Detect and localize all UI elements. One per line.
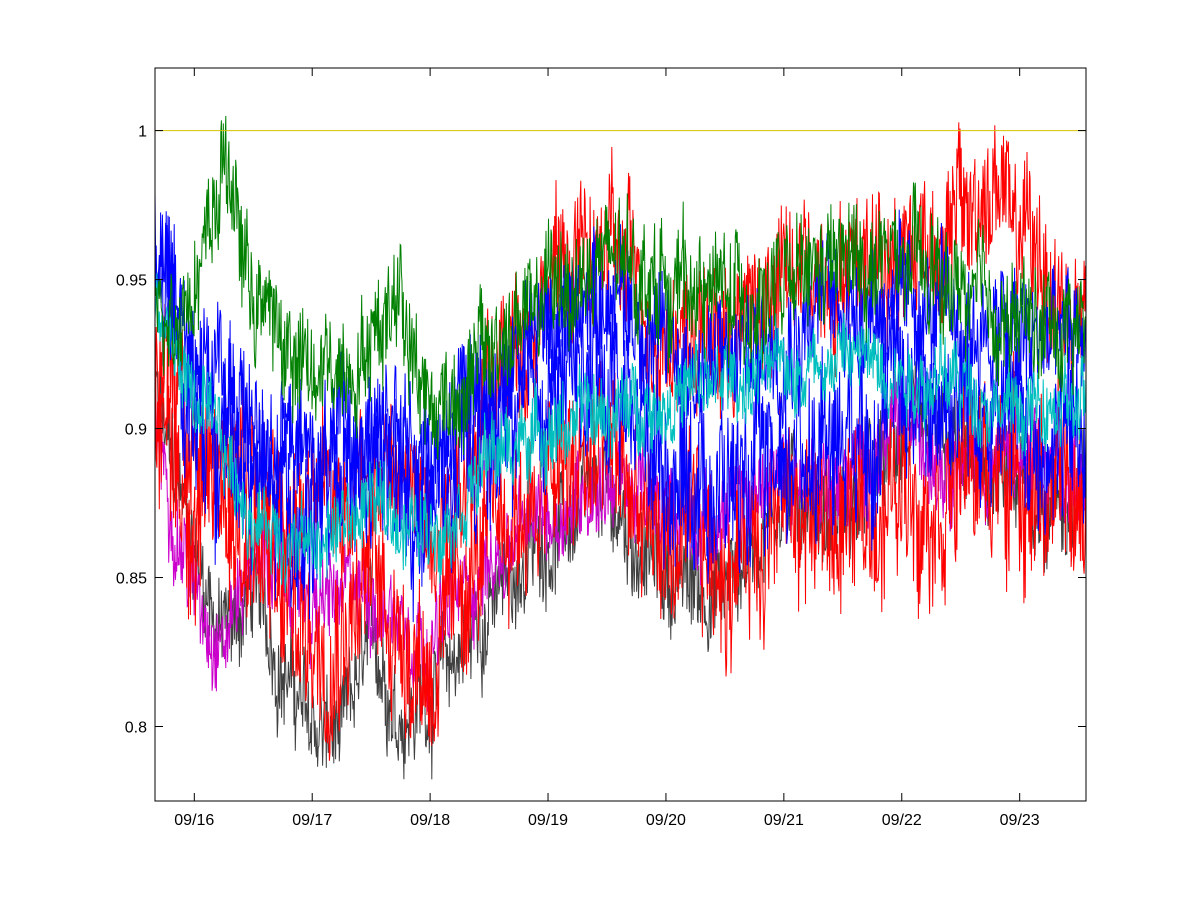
y-tick-label-5: 1 bbox=[138, 124, 147, 141]
x-tick-label-3: 09/18 bbox=[410, 812, 450, 829]
y-tick-label-2: 0.85 bbox=[116, 571, 147, 588]
series-line-3 bbox=[154, 336, 1087, 761]
y-tick-label-4: 0.95 bbox=[116, 273, 147, 290]
series-layer bbox=[154, 115, 1087, 780]
x-tick-label-4: 09/19 bbox=[528, 812, 568, 829]
axes-frame bbox=[154, 67, 1087, 802]
x-tick-label-1: 09/16 bbox=[174, 812, 214, 829]
x-tick-label-5: 09/20 bbox=[646, 812, 686, 829]
x-tick-label-6: 09/21 bbox=[764, 812, 804, 829]
series-line-8 bbox=[154, 115, 1087, 461]
y-tick-label-3: 0.9 bbox=[125, 422, 147, 439]
y-tick-label-1: 0.8 bbox=[125, 720, 147, 737]
x-tick-label-8: 09/23 bbox=[1000, 812, 1040, 829]
series-line-7 bbox=[154, 273, 1087, 594]
x-tick-label-2: 09/17 bbox=[292, 812, 332, 829]
series-line-5 bbox=[154, 211, 1087, 623]
x-tick-label-7: 09/22 bbox=[882, 812, 922, 829]
series-line-6 bbox=[154, 192, 1087, 532]
tick-layer: 0.8 0.85 0.9 0.95 1 09/16 09/17 09/18 09/19 09/20… bbox=[116, 68, 1086, 829]
